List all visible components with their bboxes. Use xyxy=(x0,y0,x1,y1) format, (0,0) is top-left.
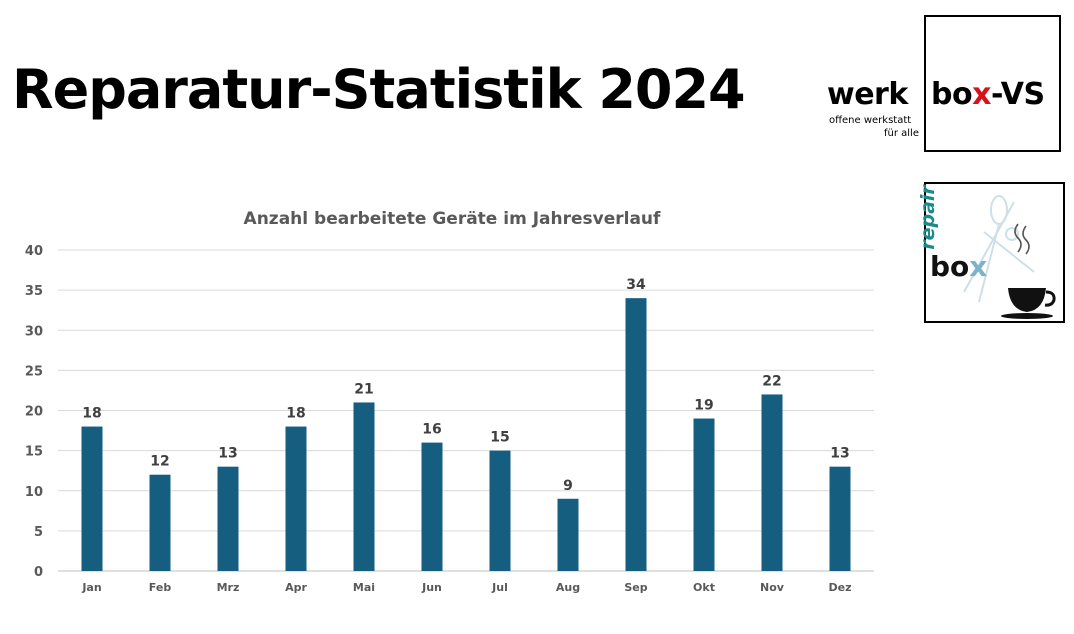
gridlines xyxy=(58,249,874,572)
bar-okt xyxy=(693,418,715,571)
data-label: 15 xyxy=(490,430,509,446)
y-axis-ticks: 0 5 10 15 20 25 30 35 40 xyxy=(25,244,43,580)
bars xyxy=(81,298,851,571)
repairbox-logo-word-top: repair xyxy=(916,185,939,250)
werkbox-logo-subtitle-1: offene werkstatt xyxy=(829,115,912,126)
repairbox-logo-frame xyxy=(924,182,1065,323)
data-label: 22 xyxy=(762,373,781,389)
x-tick-label: Aug xyxy=(556,581,580,594)
y-tick-label: 40 xyxy=(25,244,43,259)
bar-feb xyxy=(149,474,171,571)
x-tick-label: Mai xyxy=(353,581,375,594)
bar-jun xyxy=(421,442,443,571)
x-tick-label: Jun xyxy=(421,581,442,594)
x-tick-label: Dez xyxy=(829,581,852,594)
bar-sep xyxy=(625,298,647,571)
x-tick-label: Nov xyxy=(760,581,785,594)
data-label: 34 xyxy=(626,277,646,293)
y-tick-label: 15 xyxy=(25,445,43,460)
y-tick-label: 25 xyxy=(25,364,43,379)
data-label: 13 xyxy=(218,446,237,462)
bar-dez xyxy=(829,466,851,571)
data-label: 12 xyxy=(150,454,169,470)
bar-jul xyxy=(489,450,511,571)
x-tick-label: Mrz xyxy=(217,581,240,594)
data-label: 21 xyxy=(354,381,373,397)
bar-aug xyxy=(557,498,579,571)
y-tick-label: 10 xyxy=(25,485,43,500)
x-axis-ticks: Jan Feb Mrz Apr Mai Jun Jul Aug Sep Okt Nov Dez xyxy=(81,581,851,594)
y-tick-label: 35 xyxy=(25,284,43,299)
page-title: Reparatur-Statistik 2024 xyxy=(12,58,746,121)
bar-mrz xyxy=(217,466,239,571)
chart-title: Anzahl bearbeitete Geräte im Jahresverla… xyxy=(244,209,661,229)
data-label: 18 xyxy=(82,406,101,422)
x-tick-label: Okt xyxy=(693,581,715,594)
bar-mai xyxy=(353,402,375,571)
data-label: 19 xyxy=(694,398,713,414)
werkbox-logo-word-left: werk xyxy=(827,77,908,112)
y-tick-label: 5 xyxy=(34,525,43,540)
x-tick-label: Apr xyxy=(285,581,307,594)
bar-apr xyxy=(285,426,307,571)
data-label: 13 xyxy=(830,446,849,462)
x-tick-label: Feb xyxy=(149,581,172,594)
y-tick-label: 20 xyxy=(25,405,43,420)
repairbox-tools-art xyxy=(963,195,1056,319)
werkbox-logo-frame xyxy=(924,15,1061,152)
coffee-cup-icon xyxy=(1001,223,1056,319)
y-tick-label: 30 xyxy=(25,324,43,339)
repairbox-logo-word-bottom: box xyxy=(930,250,988,283)
x-tick-label: Jan xyxy=(81,581,101,594)
werkbox-logo-word-right: box-VS xyxy=(931,77,1045,112)
data-label: 18 xyxy=(286,406,305,422)
data-label: 9 xyxy=(563,478,573,494)
bar-jan xyxy=(81,426,103,571)
x-tick-label: Sep xyxy=(624,581,647,594)
bar-chart: Anzahl bearbeitete Geräte im Jahresverla… xyxy=(25,209,874,594)
data-label: 16 xyxy=(422,422,441,438)
werkbox-logo-subtitle-2: für alle xyxy=(884,128,919,139)
y-tick-label: 0 xyxy=(34,565,43,580)
data-labels: 18 12 13 18 21 16 15 9 34 19 22 13 xyxy=(82,277,849,494)
x-tick-label: Jul xyxy=(491,581,508,594)
bar-nov xyxy=(761,394,783,571)
